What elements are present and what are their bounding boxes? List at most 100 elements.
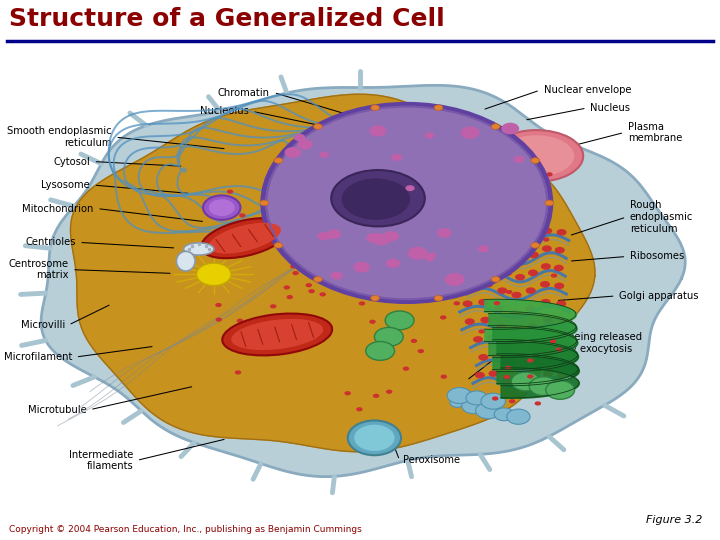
Circle shape <box>478 245 489 252</box>
Circle shape <box>516 345 526 352</box>
Circle shape <box>209 199 235 216</box>
Circle shape <box>434 295 443 301</box>
Circle shape <box>437 228 451 238</box>
Circle shape <box>314 276 323 282</box>
Circle shape <box>369 125 387 137</box>
Circle shape <box>290 265 297 268</box>
Circle shape <box>462 398 486 414</box>
Circle shape <box>483 281 493 288</box>
Circle shape <box>546 172 553 177</box>
Circle shape <box>221 277 228 281</box>
Circle shape <box>203 195 240 220</box>
Text: Microvilli: Microvilli <box>21 320 65 330</box>
Circle shape <box>418 349 424 353</box>
Text: Rough
endoplasmic
reticulum: Rough endoplasmic reticulum <box>630 200 693 234</box>
Circle shape <box>506 290 513 294</box>
Text: Centrosome
matrix: Centrosome matrix <box>8 259 68 280</box>
Ellipse shape <box>490 130 583 182</box>
Circle shape <box>480 317 490 323</box>
Circle shape <box>215 318 222 322</box>
Circle shape <box>546 335 556 341</box>
Circle shape <box>366 341 395 360</box>
Circle shape <box>454 301 460 306</box>
Circle shape <box>424 254 435 261</box>
Circle shape <box>274 158 283 164</box>
Circle shape <box>461 126 480 139</box>
Circle shape <box>287 295 293 299</box>
Circle shape <box>320 292 326 296</box>
Circle shape <box>391 154 402 161</box>
Circle shape <box>275 223 282 227</box>
Circle shape <box>531 242 539 248</box>
Circle shape <box>503 252 513 258</box>
Circle shape <box>527 359 534 362</box>
Text: Figure 3.2: Figure 3.2 <box>646 515 702 525</box>
Circle shape <box>490 174 496 178</box>
Ellipse shape <box>231 319 323 350</box>
Circle shape <box>274 242 283 248</box>
Circle shape <box>359 301 365 306</box>
Circle shape <box>354 424 395 451</box>
Circle shape <box>499 234 509 240</box>
Circle shape <box>519 239 526 244</box>
Circle shape <box>531 158 539 164</box>
Text: Nucleolus: Nucleolus <box>199 106 248 116</box>
Ellipse shape <box>498 136 575 177</box>
Circle shape <box>444 291 451 295</box>
Circle shape <box>297 139 312 150</box>
Circle shape <box>450 398 464 407</box>
Text: Mitochondrion: Mitochondrion <box>22 204 94 213</box>
Circle shape <box>231 330 238 335</box>
Circle shape <box>440 315 446 320</box>
Circle shape <box>557 229 567 235</box>
Circle shape <box>543 238 549 242</box>
Circle shape <box>400 256 406 260</box>
Circle shape <box>405 185 415 191</box>
Text: Lysosome: Lysosome <box>41 180 90 190</box>
Circle shape <box>478 329 485 334</box>
Circle shape <box>394 234 400 239</box>
Circle shape <box>509 309 519 316</box>
Circle shape <box>364 227 371 232</box>
Circle shape <box>326 230 341 239</box>
Circle shape <box>545 200 554 206</box>
Circle shape <box>469 287 476 291</box>
Circle shape <box>341 289 348 293</box>
Ellipse shape <box>201 218 289 258</box>
Circle shape <box>525 305 535 312</box>
Circle shape <box>227 190 233 194</box>
Circle shape <box>546 381 575 399</box>
Circle shape <box>503 375 510 379</box>
Circle shape <box>494 305 504 312</box>
Circle shape <box>420 226 426 231</box>
Circle shape <box>344 391 351 395</box>
Circle shape <box>490 245 500 252</box>
Circle shape <box>527 374 534 379</box>
Text: Copyright © 2004 Pearson Education, Inc., publishing as Benjamin Cummings: Copyright © 2004 Pearson Education, Inc.… <box>9 524 361 534</box>
Circle shape <box>417 173 423 178</box>
Text: Peroxisome: Peroxisome <box>403 455 460 465</box>
Circle shape <box>312 181 319 185</box>
Circle shape <box>519 363 529 370</box>
Circle shape <box>371 295 379 301</box>
Circle shape <box>554 247 564 253</box>
Circle shape <box>541 263 551 270</box>
Circle shape <box>420 171 427 175</box>
Ellipse shape <box>176 251 195 271</box>
Text: Smooth endoplasmic
reticulum: Smooth endoplasmic reticulum <box>7 126 112 148</box>
Circle shape <box>497 218 503 222</box>
Circle shape <box>551 273 557 278</box>
Circle shape <box>443 206 449 211</box>
Text: Nuclear envelope: Nuclear envelope <box>544 85 631 95</box>
Circle shape <box>235 370 241 375</box>
Ellipse shape <box>222 314 332 355</box>
Circle shape <box>509 399 516 403</box>
Circle shape <box>502 269 512 276</box>
Circle shape <box>257 350 264 354</box>
Circle shape <box>554 282 564 289</box>
Circle shape <box>270 304 276 308</box>
Circle shape <box>469 282 479 289</box>
Circle shape <box>225 338 232 342</box>
Circle shape <box>476 402 500 418</box>
Circle shape <box>488 278 495 282</box>
